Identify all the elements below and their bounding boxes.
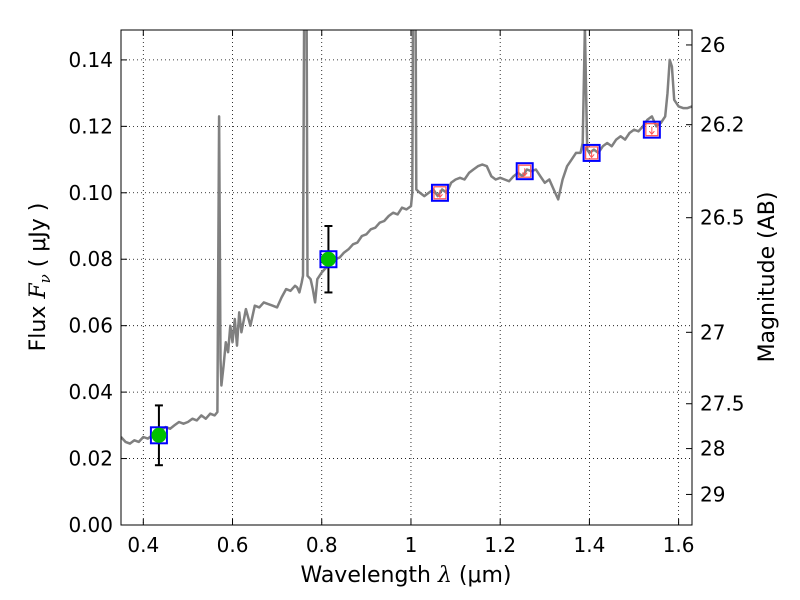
y2-tick-label: 26.2: [700, 113, 745, 137]
y-tick-label: 0.10: [68, 181, 113, 205]
model-flux-box: [319, 250, 338, 269]
y2-axis-label: Magnitude (AB): [755, 192, 780, 363]
model-spectrum-line: [121, 30, 692, 445]
grid-lines: [121, 30, 692, 526]
x-tick-label: 0.6: [217, 533, 249, 557]
x-tick-label: 1.6: [663, 533, 695, 557]
y2-tick-label: 29: [700, 482, 725, 506]
y2-tick-label: 27.5: [700, 392, 745, 416]
upper-limit-box: [433, 186, 447, 200]
model-flux-box: [149, 426, 168, 445]
y-tick-label: 0.08: [68, 247, 113, 271]
detection-point: [320, 251, 336, 267]
model-flux-box: [582, 143, 601, 162]
axis-ticks: 0.4 0.6 0.8 1 1.2 1.4 1.6 0.00 0.02 0.04 0.06 0.08 0…: [68, 30, 745, 557]
y-tick-label: 0.04: [68, 380, 113, 404]
upper-limit-box: [518, 164, 532, 178]
detection-point: [151, 427, 167, 443]
model-flux-box: [430, 183, 449, 202]
x-tick-label: 1.4: [573, 533, 605, 557]
x-tick-label: 0.8: [306, 533, 338, 557]
y2-tick-label: 26: [700, 33, 725, 57]
model-flux-box: [642, 120, 661, 139]
y2-tick-label: 26.5: [700, 206, 745, 230]
photometry-markers: [149, 120, 661, 467]
upper-limit-arrowhead: [588, 154, 595, 159]
upper-limit-arrowhead: [437, 193, 443, 199]
y-tick-label: 0.00: [68, 513, 113, 537]
upper-limit-box: [645, 123, 659, 137]
x-tick-label: 0.4: [127, 533, 159, 557]
y-tick-label: 0.06: [68, 314, 113, 338]
model-flux-box: [515, 162, 534, 181]
x-axis-label: Wavelength λ (μm): [300, 563, 511, 588]
y-axis-label: Flux Fν ( μJy ): [26, 203, 54, 352]
y-tick-label: 0.12: [68, 114, 113, 138]
y-tick-label: 0.14: [68, 48, 113, 72]
upper-limit-arrowhead: [648, 130, 655, 135]
y2-tick-label: 28: [700, 437, 725, 461]
upper-limit-arrowhead: [521, 172, 528, 177]
x-tick-label: 1: [405, 533, 418, 557]
upper-limit-box: [585, 146, 599, 160]
y2-tick-label: 27: [700, 320, 725, 344]
y-tick-label: 0.02: [68, 447, 113, 471]
x-tick-label: 1.2: [484, 533, 516, 557]
plot-frame: [120, 29, 693, 526]
